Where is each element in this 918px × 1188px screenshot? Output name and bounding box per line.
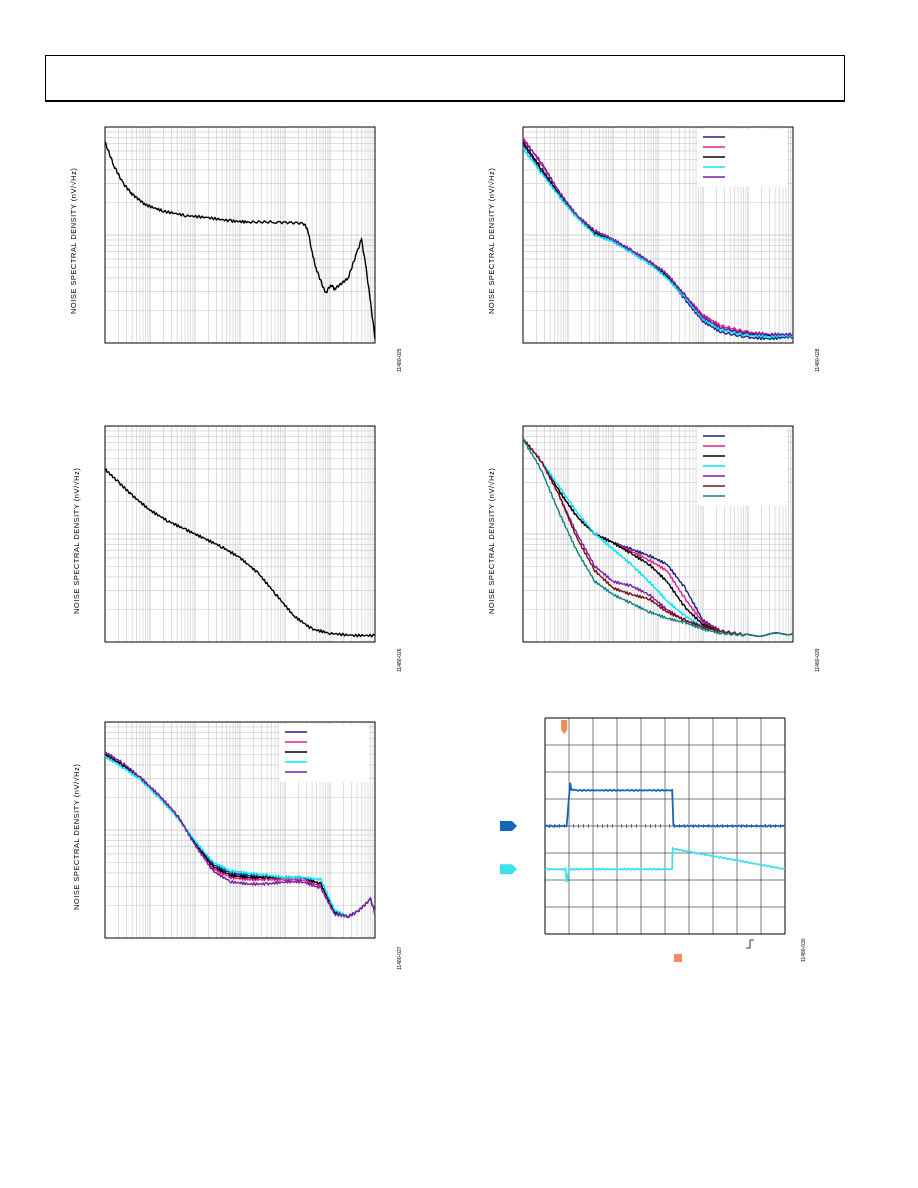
plot-frame [104, 126, 376, 344]
scope-fig-id: 11480-030 [801, 938, 807, 962]
plot-1-fig-id: 11480-025 [397, 348, 403, 372]
series-line [522, 438, 794, 637]
grid [104, 127, 375, 344]
plot-1-ylabel: NOISE SPECTRAL DENSITY (nV/√Hz) [69, 167, 78, 314]
plot-2-fig-id: 11480-028 [815, 348, 821, 372]
series-line [522, 139, 794, 337]
scope-trace-2 [544, 846, 786, 883]
scope-plot [500, 717, 800, 968]
plot-5 [104, 721, 376, 939]
noise-chart-5 [104, 721, 376, 939]
plot-2 [522, 126, 794, 344]
plot-3-fig-id: 11480-026 [397, 648, 403, 672]
series-line [104, 141, 376, 339]
scope-chart [500, 717, 786, 962]
noise-chart-4 [522, 425, 794, 643]
plot-4-fig-id: 11480-029 [815, 648, 821, 672]
noise-chart-1 [104, 126, 376, 344]
plot-frame [104, 721, 376, 939]
trigger-edge-icon [746, 939, 754, 949]
channel-marker-1 [500, 821, 517, 831]
noise-chart-2 [522, 126, 794, 344]
plot-4-ylabel: NOISE SPECTRAL DENSITY (nV/√Hz) [487, 467, 496, 614]
plot-4 [522, 425, 794, 643]
plot-3 [104, 425, 376, 643]
plot-frame [522, 126, 794, 344]
noise-chart-3 [104, 425, 376, 643]
plot-frame [522, 425, 794, 643]
series-line [522, 438, 794, 637]
page-header-box [45, 55, 845, 102]
plot-frame [104, 425, 376, 643]
scope-trace-1 [544, 782, 786, 828]
grid [104, 426, 375, 643]
legend-box [697, 428, 787, 506]
channel-marker-2 [500, 864, 517, 875]
plot-5-ylabel: NOISE SPECTRAL DENSITY (nV/√Hz) [72, 763, 81, 910]
series-line [104, 468, 376, 638]
plot-1 [104, 126, 376, 344]
plot-5-fig-id: 11480-027 [397, 946, 403, 970]
plot-2-ylabel: NOISE SPECTRAL DENSITY (nV/√Hz) [487, 167, 496, 314]
plot-3-ylabel: NOISE SPECTRAL DENSITY (nV/√Hz) [72, 467, 81, 614]
series-line [522, 148, 794, 339]
series-line [104, 751, 376, 919]
trigger-level-marker [674, 954, 682, 962]
trigger-marker [561, 720, 568, 734]
